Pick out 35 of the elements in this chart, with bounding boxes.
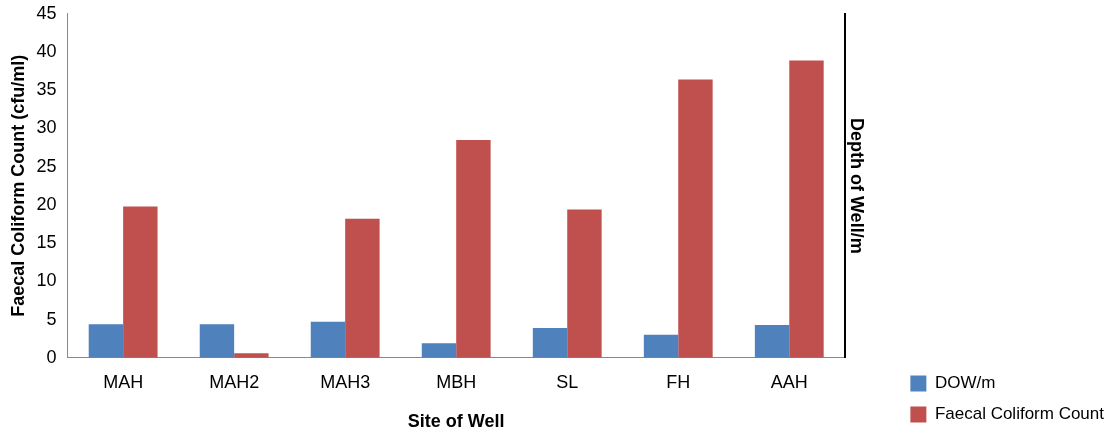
legend-label: Faecal Coliform Count [934, 404, 1105, 424]
y2-axis-title: Depth of Well/m [846, 117, 867, 254]
bar [123, 206, 158, 358]
y-axis-title: Faecal Coliform Count (cfu/ml) [7, 54, 28, 317]
y-tick-label: 20 [36, 193, 57, 214]
y-tick-label: 35 [36, 79, 57, 100]
y-tick-label: 45 [36, 2, 57, 23]
bar [310, 321, 346, 358]
bar [88, 324, 124, 358]
x-tick-label: MAH2 [209, 371, 260, 392]
bar [754, 324, 790, 358]
bar [532, 327, 568, 358]
y-tick-label: 5 [46, 308, 57, 329]
bar [199, 324, 235, 358]
y-tick-label: 40 [36, 40, 57, 61]
bar [567, 209, 602, 358]
bar [789, 60, 824, 358]
y-tick-label: 0 [46, 346, 57, 367]
bar [643, 334, 679, 358]
bar [678, 79, 713, 358]
y-tick-label: 30 [36, 117, 57, 138]
x-tick-label: FH [666, 371, 691, 392]
bar [456, 139, 491, 358]
x-tick-label: SL [556, 371, 579, 392]
y-tick-label: 10 [36, 270, 57, 291]
x-axis-title: Site of Well [407, 411, 505, 432]
x-tick-label: MBH [436, 371, 477, 392]
y-tick-label: 15 [36, 232, 57, 253]
x-tick-label: MAH [103, 371, 144, 392]
legend-label: DOW/m [934, 373, 996, 393]
bar [421, 343, 457, 358]
bar [345, 218, 380, 358]
y-tick-label: 25 [36, 155, 57, 176]
x-tick-label: MAH3 [320, 371, 371, 392]
x-tick-label: AAH [770, 371, 808, 392]
